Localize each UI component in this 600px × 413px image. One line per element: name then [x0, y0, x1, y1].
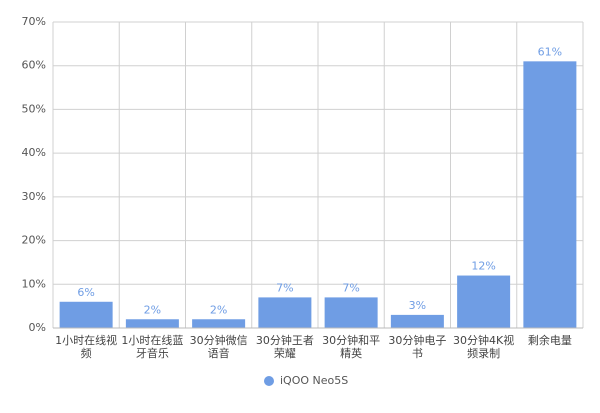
data-label: 3%	[409, 299, 426, 312]
x-tick-label: 1小时在线视频	[55, 334, 118, 360]
x-tick-label: 30分钟王者荣耀	[255, 334, 314, 360]
y-tick-label: 60%	[22, 59, 46, 72]
bar	[457, 275, 511, 328]
x-tick-label: 30分钟4K视频录制	[453, 334, 515, 360]
data-label: 61%	[538, 45, 562, 58]
bar	[59, 301, 113, 328]
bar	[324, 297, 378, 328]
data-label: 7%	[342, 281, 359, 294]
bar	[258, 297, 312, 328]
y-tick-label: 0%	[29, 321, 46, 334]
y-tick-label: 40%	[22, 146, 46, 159]
data-label: 2%	[144, 303, 161, 316]
bar	[192, 319, 246, 328]
y-tick-label: 20%	[22, 234, 46, 247]
x-tick-label: 30分钟电子书	[388, 334, 447, 360]
data-label: 2%	[210, 303, 227, 316]
y-tick-label: 10%	[22, 277, 46, 290]
x-tick-label: 30分钟和平精英	[322, 334, 381, 360]
data-label: 12%	[471, 260, 495, 273]
legend-label: iQOO Neo5S	[280, 374, 348, 387]
y-tick-label: 70%	[22, 15, 46, 28]
bar	[390, 314, 444, 328]
bar	[523, 61, 577, 328]
x-tick-label: 剩余电量	[527, 334, 572, 347]
bar	[125, 319, 179, 328]
x-tick-label: 1小时在线蓝牙音乐	[121, 334, 184, 360]
data-label: 6%	[77, 286, 94, 299]
y-tick-label: 30%	[22, 190, 46, 203]
legend-marker	[264, 376, 274, 386]
data-label: 7%	[276, 281, 293, 294]
x-tick-label: 30分钟微信语音	[189, 334, 248, 360]
y-tick-label: 50%	[22, 102, 46, 115]
